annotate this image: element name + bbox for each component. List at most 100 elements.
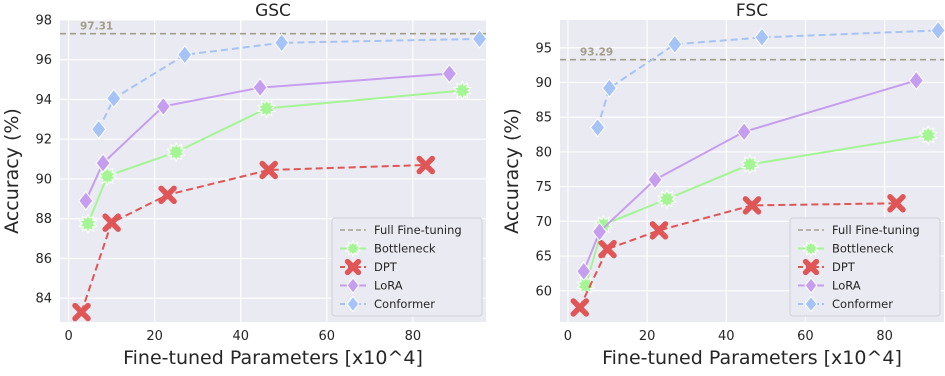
data-point [102,213,121,232]
data-point [177,44,193,65]
x-tick-label: 20 [146,329,163,344]
legend-label: Bottleneck [374,242,436,256]
data-point [91,119,107,140]
chart-panel-gsc: 0 20 40 60 80 84 86 88 90 92 94 96 98 GSC Fine-tuned P… [1,1,488,369]
data-point [72,302,91,322]
legend-label: Conformer [832,297,893,311]
data-point [754,27,770,48]
series-dpt [570,194,906,317]
y-tick-label: 80 [535,145,552,160]
data-point [598,239,617,259]
data-point [95,153,111,173]
chart-panel-fsc: 0 20 40 60 80 60 65 70 75 80 85 90 95 FSC Fine-tuned P… [501,1,945,369]
data-point [570,298,590,317]
legend-entry: Bottleneck [340,239,436,258]
data-point [78,190,94,211]
legend-label: Conformer [374,297,435,311]
y-tick-label: 75 [535,180,552,195]
y-tick-label: 98 [35,14,52,29]
x-axis-label: Fine-tuned Parameters [x10^4] [602,347,902,369]
x-stroke [344,258,362,276]
y-tick-label: 94 [35,93,52,108]
x-stroke [649,221,669,240]
data-point [106,88,122,109]
data-point [576,261,592,282]
x-stroke [259,160,278,180]
y-tick-label: 90 [535,76,552,91]
x-stroke [72,302,91,322]
legend-entry: DPT [340,258,398,276]
y-tick-label: 60 [535,284,552,299]
x-tick-label: 0 [64,329,72,344]
legend-label: Bottleneck [832,242,894,256]
legend-label: DPT [832,260,856,274]
y-axis-label: Accuracy (%) [1,108,23,234]
legend-label: LoRA [374,279,403,293]
legend-marker [804,277,818,294]
x-tick-label: 80 [876,329,893,344]
y-tick-label: 65 [535,250,552,265]
legend-label: Full Fine-tuning [832,223,920,237]
data-point [166,141,186,163]
legend-marker [344,258,362,276]
x-tick-label: 60 [319,329,336,344]
data-point [256,98,277,119]
data-point [601,78,618,98]
data-point [158,185,177,205]
data-point [589,117,606,138]
data-point [647,169,663,190]
legend-entry: Full Fine-tuning [340,223,462,237]
legend-label: DPT [374,260,398,274]
x-stroke [887,194,906,213]
legend-marker [346,295,360,313]
series-line [97,37,480,130]
data-point [273,33,290,53]
legend-label: LoRA [832,279,861,293]
legend-label: Full Fine-tuning [374,223,462,237]
data-point [742,196,762,215]
x-stroke [158,185,177,205]
data-point [657,188,677,210]
data-point [78,213,98,234]
legend-marker [344,239,362,258]
legend-marker [804,295,818,313]
x-stroke [598,239,617,259]
data-point [918,125,938,146]
legend: Full Fine-tuning Bottleneck DPT LoRA Conform… [331,217,483,317]
y-tick-label: 70 [535,215,552,230]
data-point [452,80,473,101]
x-stroke [102,213,121,232]
data-point [736,121,752,142]
series-bottleneck [78,80,473,234]
legend-entry: Conformer [798,295,893,313]
data-point [908,70,924,91]
legend-box [789,217,941,317]
data-point [930,20,945,41]
x-axis-label: Fine-tuned Parameters [x10^4] [123,347,423,369]
data-point [441,63,458,84]
x-stroke [416,155,435,175]
series-lora [576,70,924,282]
y-tick-label: 96 [35,53,52,68]
y-tick-label: 85 [535,111,552,126]
reference-label: 93.29 [580,47,613,59]
y-axis-label: Accuracy (%) [501,108,523,234]
y-tick-label: 88 [35,212,52,227]
legend-marker [802,258,820,276]
series-lora [78,63,458,211]
x-stroke [742,196,762,215]
legend-marker [346,277,360,294]
legend-entry: Full Fine-tuning [798,223,920,237]
data-point [416,155,435,175]
legend-marker [802,239,820,258]
series-conformer [589,20,945,138]
y-tick-label: 95 [535,41,552,56]
x-tick-label: 80 [405,329,422,344]
x-tick-label: 60 [797,329,814,344]
data-point [471,29,488,49]
chart-title: FSC [736,1,768,21]
data-point [252,77,268,98]
data-point [887,194,906,213]
